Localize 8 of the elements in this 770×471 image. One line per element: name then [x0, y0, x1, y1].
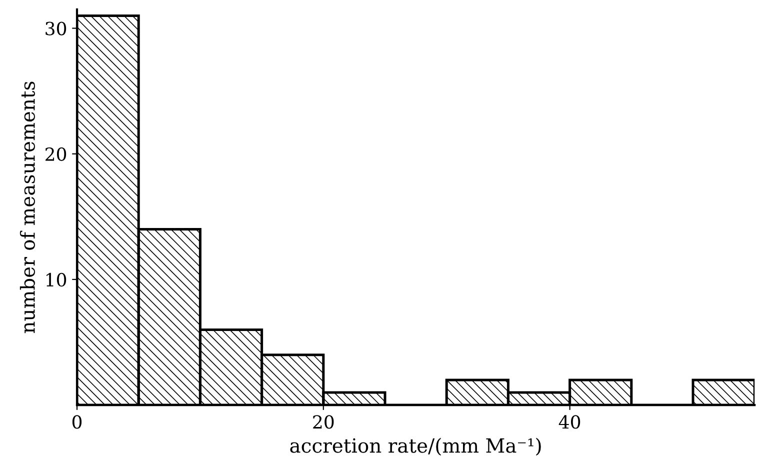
x-axis-title: accretion rate/(mm Ma⁻¹): [290, 438, 541, 456]
x-tick-label: 20: [313, 415, 334, 429]
y-tick-label: 20: [46, 147, 66, 161]
y-axis-title: number of measurements: [20, 82, 35, 334]
y-tick-label: 10: [46, 272, 66, 287]
y-tick-label: 30: [46, 22, 66, 36]
x-tick-label: 0: [72, 415, 82, 429]
x-tick-label: 40: [558, 415, 580, 429]
